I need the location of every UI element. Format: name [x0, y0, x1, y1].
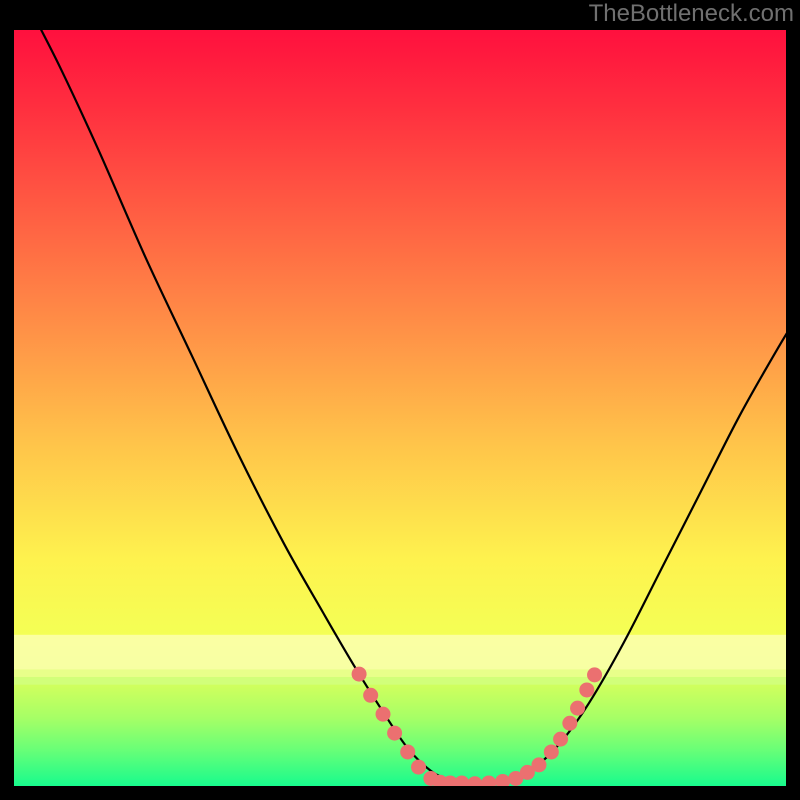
curve-marker [387, 726, 402, 741]
curve-marker [570, 701, 585, 716]
curve-marker [579, 682, 594, 697]
bottleneck-curve-chart [0, 0, 800, 800]
curve-marker [562, 716, 577, 731]
highlight-band [14, 677, 786, 685]
chart-stage: TheBottleneck.com [0, 0, 800, 800]
curve-marker [376, 707, 391, 722]
watermark-text: TheBottleneck.com [589, 0, 794, 28]
curve-marker [411, 760, 426, 775]
curve-marker [400, 744, 415, 759]
curve-marker [363, 688, 378, 703]
curve-marker [531, 757, 546, 772]
highlight-band [14, 635, 786, 670]
curve-marker [544, 744, 559, 759]
curve-marker [587, 667, 602, 682]
curve-marker [352, 667, 367, 682]
curve-marker [553, 732, 568, 747]
highlight-band [14, 670, 786, 678]
